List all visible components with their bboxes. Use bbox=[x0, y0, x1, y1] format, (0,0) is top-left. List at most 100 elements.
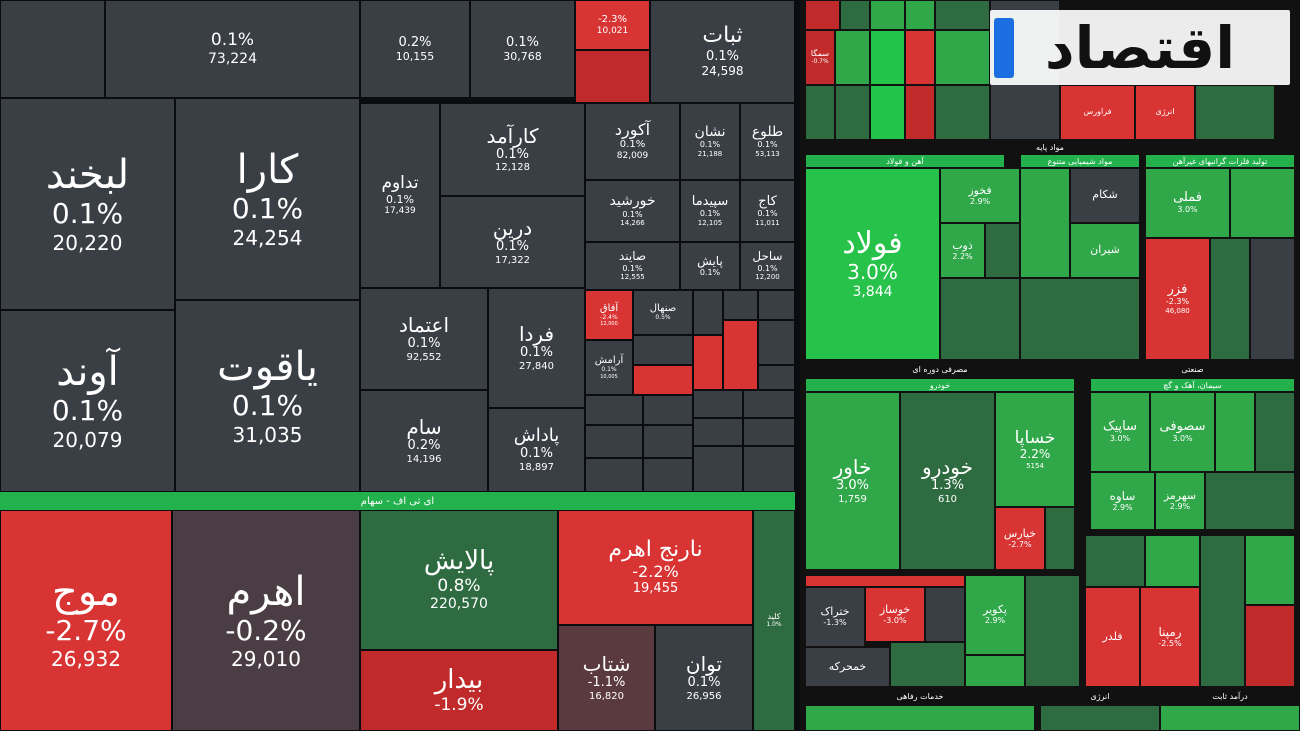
treemap-tile[interactable] bbox=[693, 290, 723, 335]
treemap-tile[interactable] bbox=[835, 85, 870, 140]
treemap-tile[interactable] bbox=[840, 0, 870, 30]
treemap-tile[interactable]: ختراک -1.3% bbox=[805, 587, 865, 647]
treemap-tile[interactable] bbox=[1250, 238, 1295, 360]
treemap-tile[interactable]: فراورس bbox=[1060, 85, 1135, 140]
treemap-tile[interactable] bbox=[835, 30, 870, 85]
treemap-tile[interactable] bbox=[1195, 85, 1275, 140]
treemap-tile[interactable]: کلید 1.0% bbox=[753, 510, 795, 731]
treemap-tile[interactable] bbox=[1040, 705, 1160, 731]
treemap-tile[interactable] bbox=[1200, 535, 1245, 687]
treemap-tile[interactable] bbox=[585, 458, 643, 492]
treemap-tile[interactable] bbox=[805, 0, 840, 30]
treemap-tile[interactable] bbox=[905, 30, 935, 85]
treemap-tile[interactable]: ساوه 2.9% bbox=[1090, 472, 1155, 530]
treemap-tile[interactable] bbox=[1215, 392, 1255, 472]
treemap-tile[interactable]: سصوفی 3.0% bbox=[1150, 392, 1215, 472]
treemap-tile[interactable] bbox=[870, 85, 905, 140]
treemap-tile[interactable] bbox=[743, 390, 795, 418]
treemap-tile[interactable] bbox=[985, 223, 1020, 278]
treemap-tile[interactable] bbox=[743, 418, 795, 446]
treemap-tile[interactable]: آفاق -2.4% 12,000 bbox=[585, 290, 633, 340]
treemap-tile[interactable]: شکام bbox=[1070, 168, 1140, 223]
treemap-tile[interactable]: صنهال 0.5% bbox=[633, 290, 693, 335]
treemap-tile[interactable]: پاداش 0.1% 18,897 bbox=[488, 408, 585, 492]
treemap-tile[interactable]: سهرمز 2.9% bbox=[1155, 472, 1205, 530]
treemap-tile[interactable] bbox=[633, 365, 693, 395]
treemap-tile[interactable] bbox=[1085, 535, 1145, 587]
treemap-tile[interactable] bbox=[693, 335, 723, 390]
treemap-tile[interactable] bbox=[905, 85, 935, 140]
treemap-tile[interactable]: فلدر bbox=[1085, 587, 1140, 687]
treemap-tile[interactable]: اعتماد 0.1% 92,552 bbox=[360, 288, 488, 390]
treemap-tile[interactable]: کارا 0.1% 24,254 bbox=[175, 98, 360, 300]
treemap-tile[interactable]: فملی 3.0% bbox=[1145, 168, 1230, 238]
treemap-tile[interactable]: آرامش 0.1% 10,005 bbox=[585, 340, 633, 395]
treemap-tile[interactable]: خوساز -3.0% bbox=[865, 587, 925, 642]
treemap-tile[interactable] bbox=[0, 0, 105, 98]
treemap-tile[interactable] bbox=[965, 655, 1025, 687]
treemap-tile[interactable]: موج -2.7% 26,932 bbox=[0, 510, 172, 731]
treemap-tile[interactable] bbox=[643, 458, 693, 492]
treemap-tile[interactable] bbox=[870, 0, 905, 30]
treemap-tile[interactable] bbox=[1160, 705, 1300, 731]
treemap-tile[interactable]: خمحرکه bbox=[805, 647, 890, 687]
treemap-tile[interactable] bbox=[805, 705, 1035, 731]
treemap-tile[interactable]: -2.3% 10,021 bbox=[575, 0, 650, 50]
treemap-tile[interactable]: خساپا 2.2% 5154 bbox=[995, 392, 1075, 507]
treemap-tile[interactable]: 0.2% 10,155 bbox=[360, 0, 470, 98]
treemap-tile[interactable] bbox=[758, 290, 795, 320]
treemap-tile[interactable]: ثبات 0.1% 24,598 bbox=[650, 0, 795, 103]
treemap-tile[interactable] bbox=[890, 642, 965, 687]
treemap-tile[interactable] bbox=[1230, 168, 1295, 238]
treemap-tile[interactable] bbox=[1020, 278, 1140, 360]
treemap-tile[interactable]: خودرو 1.3% 610 bbox=[900, 392, 995, 570]
treemap-tile[interactable]: سمگا -0.7% bbox=[805, 30, 835, 85]
treemap-tile[interactable]: 0.1% 73,224 bbox=[105, 0, 360, 98]
treemap-tile[interactable]: طلوع 0.1% 53,113 bbox=[740, 103, 795, 180]
treemap-tile[interactable] bbox=[935, 85, 990, 140]
treemap-tile[interactable] bbox=[633, 335, 693, 365]
treemap-tile[interactable] bbox=[1255, 392, 1295, 472]
treemap-tile[interactable]: کارآمد 0.1% 12,128 bbox=[440, 103, 585, 196]
treemap-tile[interactable]: 0.1% 30,768 bbox=[470, 0, 575, 98]
treemap-tile[interactable] bbox=[940, 278, 1020, 360]
treemap-tile[interactable] bbox=[758, 365, 795, 390]
treemap-tile[interactable] bbox=[585, 395, 643, 425]
treemap-tile[interactable]: خاور 3.0% 1,759 bbox=[805, 392, 900, 570]
treemap-tile[interactable]: تداوم 0.1% 17,439 bbox=[360, 103, 440, 288]
treemap-tile[interactable] bbox=[805, 85, 835, 140]
treemap-tile[interactable] bbox=[1205, 472, 1295, 530]
treemap-tile[interactable] bbox=[870, 30, 905, 85]
treemap-tile[interactable]: خورشید 0.1% 14,266 bbox=[585, 180, 680, 242]
treemap-tile[interactable]: درین 0.1% 17,322 bbox=[440, 196, 585, 288]
treemap-tile[interactable]: صایند 0.1% 12,555 bbox=[585, 242, 680, 290]
treemap-tile[interactable]: پکویر 2.9% bbox=[965, 575, 1025, 655]
treemap-tile[interactable] bbox=[643, 395, 693, 425]
treemap-tile[interactable]: فولاد 3.0% 3,844 bbox=[805, 168, 940, 360]
treemap-tile[interactable] bbox=[743, 446, 795, 492]
treemap-tile[interactable] bbox=[1020, 168, 1070, 278]
treemap-tile[interactable]: ساحل 0.1% 12,200 bbox=[740, 242, 795, 290]
treemap-tile[interactable]: سپیدما 0.1% 12,105 bbox=[680, 180, 740, 242]
treemap-tile[interactable] bbox=[925, 587, 965, 642]
treemap-tile[interactable]: یاقوت 0.1% 31,035 bbox=[175, 300, 360, 492]
treemap-tile[interactable]: اهرم -0.2% 29,010 bbox=[172, 510, 360, 731]
treemap-tile[interactable]: آکورد 0.1% 82,009 bbox=[585, 103, 680, 180]
treemap-tile[interactable] bbox=[1145, 535, 1200, 587]
treemap-tile[interactable]: نشان 0.1% 21,188 bbox=[680, 103, 740, 180]
treemap-tile[interactable] bbox=[1045, 507, 1075, 570]
treemap-tile[interactable] bbox=[1025, 575, 1080, 687]
treemap-tile[interactable] bbox=[643, 425, 693, 458]
treemap-tile[interactable] bbox=[723, 290, 758, 320]
treemap-tile[interactable]: رمپنا -2.5% bbox=[1140, 587, 1200, 687]
treemap-tile[interactable]: فردا 0.1% 27,840 bbox=[488, 288, 585, 408]
treemap-tile[interactable] bbox=[758, 320, 795, 365]
treemap-tile[interactable]: فخوز 2.9% bbox=[940, 168, 1020, 223]
treemap-tile[interactable] bbox=[723, 320, 758, 390]
treemap-tile[interactable]: پالایش 0.8% 220,570 bbox=[360, 510, 558, 650]
treemap-tile[interactable] bbox=[585, 425, 643, 458]
treemap-tile[interactable] bbox=[1245, 605, 1295, 687]
treemap-tile[interactable] bbox=[575, 50, 650, 103]
treemap-tile[interactable]: فزر -2.3% 46,080 bbox=[1145, 238, 1210, 360]
treemap-tile[interactable] bbox=[1210, 238, 1250, 360]
